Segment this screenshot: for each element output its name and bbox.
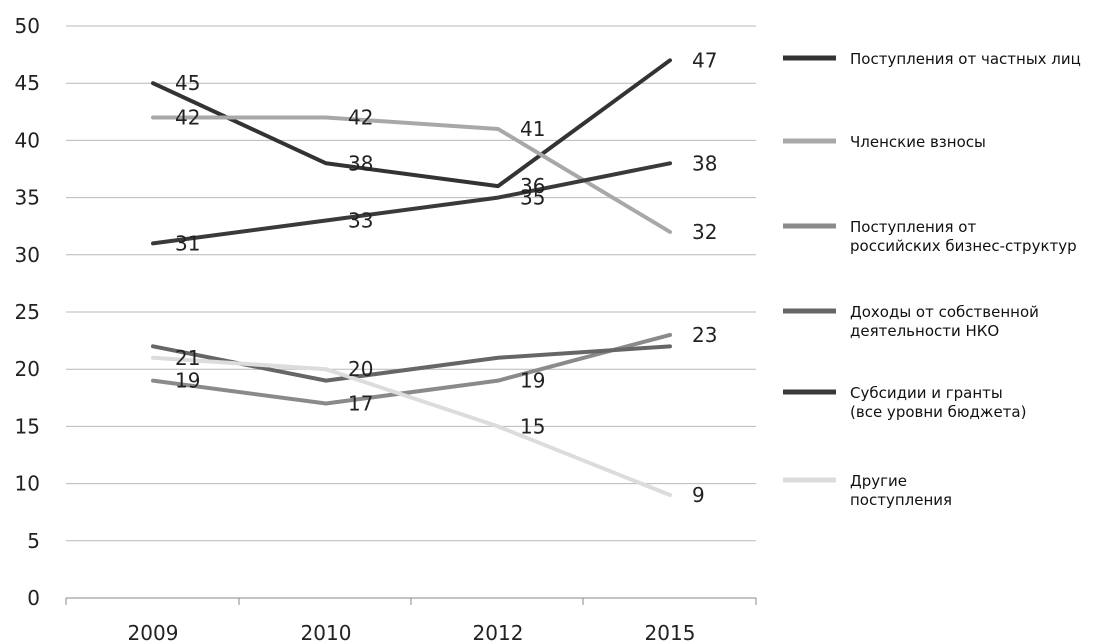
legend-label: Другие — [850, 472, 907, 490]
y-tick-label: 50 — [15, 14, 40, 38]
x-tick-label: 2009 — [128, 621, 179, 643]
x-axis: 2009 2010 2012 2015 — [65, 598, 757, 643]
x-tick-label: 2010 — [301, 621, 352, 643]
legend-label: Поступления от частных лиц — [850, 50, 1081, 68]
y-tick-label: 20 — [15, 357, 40, 381]
series-lines — [151, 58, 672, 498]
data-label: 15 — [520, 414, 545, 438]
legend-item: Членские взносы — [783, 133, 986, 151]
data-label: 19 — [520, 369, 545, 393]
legend-label: Членские взносы — [850, 133, 986, 151]
data-label: 47 — [692, 48, 717, 72]
data-label: 17 — [348, 392, 373, 416]
legend-item: Субсидии и гранты(все уровни бюджета) — [783, 384, 1026, 421]
y-tick-label: 35 — [15, 186, 40, 210]
gridlines — [66, 25, 756, 599]
data-labels: 45 38 36 47 42 42 41 32 19 17 19 23 31 33 35 38 21 20 15 9 — [175, 48, 717, 507]
data-label: 19 — [175, 369, 200, 393]
series-line-0 — [151, 58, 672, 189]
data-label: 42 — [175, 106, 200, 130]
data-label: 20 — [348, 357, 373, 381]
series-line-5 — [151, 355, 672, 498]
y-tick-label: 5 — [27, 529, 40, 553]
legend-label: российских бизнес-структур — [850, 237, 1077, 255]
y-tick-label: 25 — [15, 300, 40, 324]
y-tick-label: 10 — [15, 472, 40, 496]
data-label: 45 — [175, 71, 200, 95]
y-tick-label: 40 — [15, 128, 40, 152]
series-line-2 — [151, 332, 672, 406]
legend-label: деятельности НКО — [850, 322, 999, 340]
legend-label: поступления — [850, 491, 952, 509]
x-tick-label: 2015 — [645, 621, 696, 643]
series-line-4 — [151, 161, 672, 246]
legend: Поступления от частных лиц Членские взнос… — [783, 50, 1081, 509]
y-axis-ticks: 0 5 10 15 20 25 30 35 40 45 50 — [15, 14, 40, 610]
data-label: 32 — [692, 220, 717, 244]
data-label: 35 — [520, 186, 545, 210]
y-tick-label: 15 — [15, 414, 40, 438]
legend-label: (все уровни бюджета) — [850, 403, 1026, 421]
legend-label: Доходы от собственной — [850, 303, 1039, 321]
data-label: 42 — [348, 106, 373, 130]
data-label: 38 — [692, 151, 717, 175]
data-label: 9 — [692, 483, 705, 507]
data-label: 41 — [520, 117, 545, 141]
y-tick-label: 0 — [27, 586, 40, 610]
data-label: 31 — [175, 231, 200, 255]
x-tick-label: 2012 — [473, 621, 524, 643]
legend-item: Поступления от частных лиц — [783, 50, 1081, 68]
data-label: 38 — [348, 151, 373, 175]
data-label: 23 — [692, 323, 717, 347]
y-tick-label: 45 — [15, 71, 40, 95]
data-label: 21 — [175, 346, 200, 370]
data-label: 33 — [348, 208, 373, 232]
y-tick-label: 30 — [15, 243, 40, 267]
legend-label: Субсидии и гранты — [850, 384, 1003, 402]
legend-label: Поступления от — [850, 218, 976, 236]
data-label: 36 — [520, 174, 545, 198]
